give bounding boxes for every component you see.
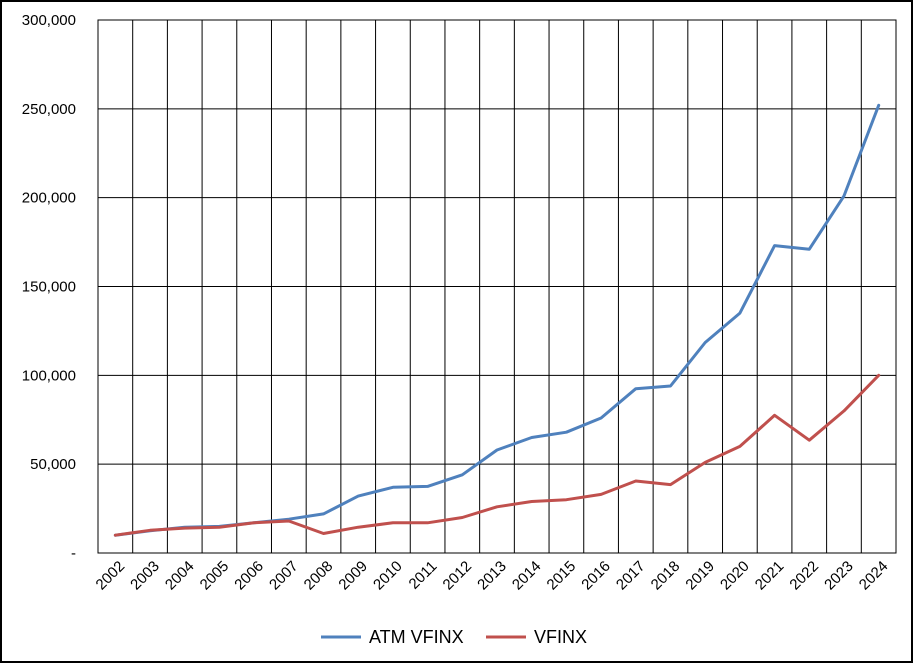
y-tick-label: 300,000 xyxy=(22,12,76,29)
legend: ATM VFINX VFINX xyxy=(321,627,587,647)
x-tick-label: 2007 xyxy=(266,558,302,594)
y-tick-label: 100,000 xyxy=(22,367,76,384)
x-tick-label: 2009 xyxy=(335,558,371,594)
vertical-gridlines xyxy=(132,20,862,553)
legend-label: VFINX xyxy=(534,627,587,647)
x-axis-tick-labels: 2002 2003 2004 2005 2006 2007 2008 2009 2010 2011… xyxy=(93,558,892,594)
x-tick-label: 2020 xyxy=(717,558,753,594)
legend-label: ATM VFINX xyxy=(369,627,464,647)
plot-area xyxy=(97,19,897,554)
x-tick-label: 2022 xyxy=(786,558,822,594)
x-tick-label: 2008 xyxy=(301,558,337,594)
x-tick-label: 2019 xyxy=(682,558,718,594)
series-line-1 xyxy=(113,373,881,537)
plot-border xyxy=(97,19,897,554)
x-tick-label: 2021 xyxy=(752,558,788,594)
y-tick-label: 200,000 xyxy=(22,190,76,207)
x-tick-label: 2023 xyxy=(821,558,857,594)
x-tick-label: 2017 xyxy=(613,558,649,594)
x-tick-label: 2011 xyxy=(406,558,441,593)
x-tick-label: 2016 xyxy=(578,558,614,594)
x-tick-label: 2003 xyxy=(127,558,163,594)
x-tick-label: 2013 xyxy=(474,558,510,594)
y-axis-tick-labels: - 50,000 100,000 150,000 200,000 250,000 300,0… xyxy=(22,12,76,562)
x-tick-label: 2012 xyxy=(440,558,476,594)
y-tick-label: - xyxy=(71,545,76,562)
series-layer xyxy=(113,103,881,537)
x-tick-label: 2014 xyxy=(509,558,545,594)
x-tick-label: 2005 xyxy=(197,558,233,594)
y-tick-label: 50,000 xyxy=(30,456,76,473)
x-tick-label: 2004 xyxy=(162,558,198,594)
y-tick-label: 150,000 xyxy=(22,279,76,296)
x-tick-label: 2015 xyxy=(544,558,580,594)
y-tick-label: 250,000 xyxy=(22,101,76,118)
x-tick-label: 2018 xyxy=(648,558,684,594)
x-tick-label: 2006 xyxy=(231,558,267,594)
x-tick-label: 2024 xyxy=(856,558,892,594)
x-tick-label: 2010 xyxy=(370,558,406,594)
x-tick-label: 2002 xyxy=(93,558,129,594)
